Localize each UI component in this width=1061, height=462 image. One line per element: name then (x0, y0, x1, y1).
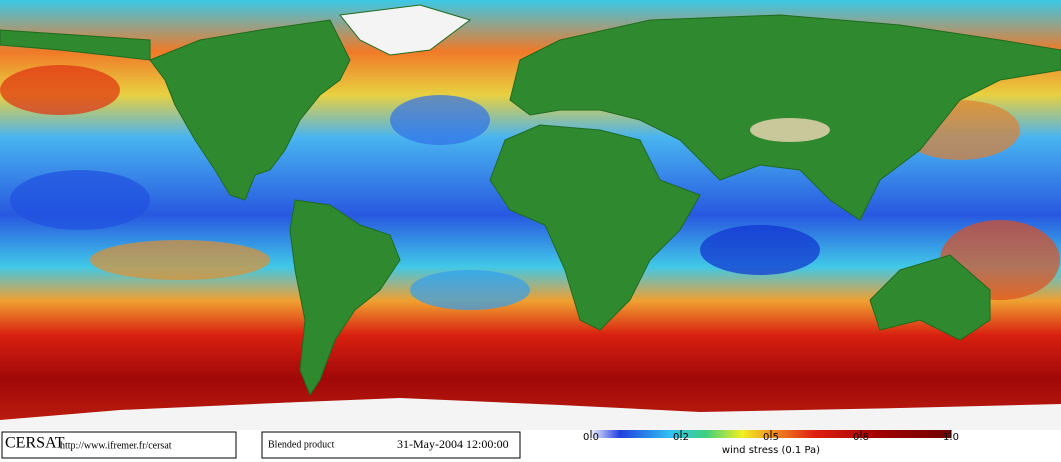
colorbar-ticks: 0.0 0.2 0.5 0.8 1.0 (583, 430, 959, 443)
colorbar-tick-label: 1.0 (943, 432, 959, 443)
continents (0, 4, 1061, 397)
timestamp: 31-May-2004 12:00:00 (397, 437, 509, 451)
colorbar-tick-label: 0.8 (853, 432, 869, 443)
colorbar-tick-label: 0.5 (763, 432, 779, 443)
colorbar-tick-label: 0.0 (583, 432, 599, 443)
product-box (261, 431, 521, 459)
colorbar-tick-label: 0.2 (673, 432, 689, 443)
tibet (750, 118, 830, 142)
url: http://www.ifremer.fr/cersat (60, 440, 172, 451)
product: Blended product (268, 439, 335, 450)
brand: CERSAT (5, 435, 65, 452)
colorbar-label: wind stress (0.1 Pa) (722, 445, 820, 456)
brand-box (1, 431, 237, 459)
antarctica (0, 398, 1061, 430)
